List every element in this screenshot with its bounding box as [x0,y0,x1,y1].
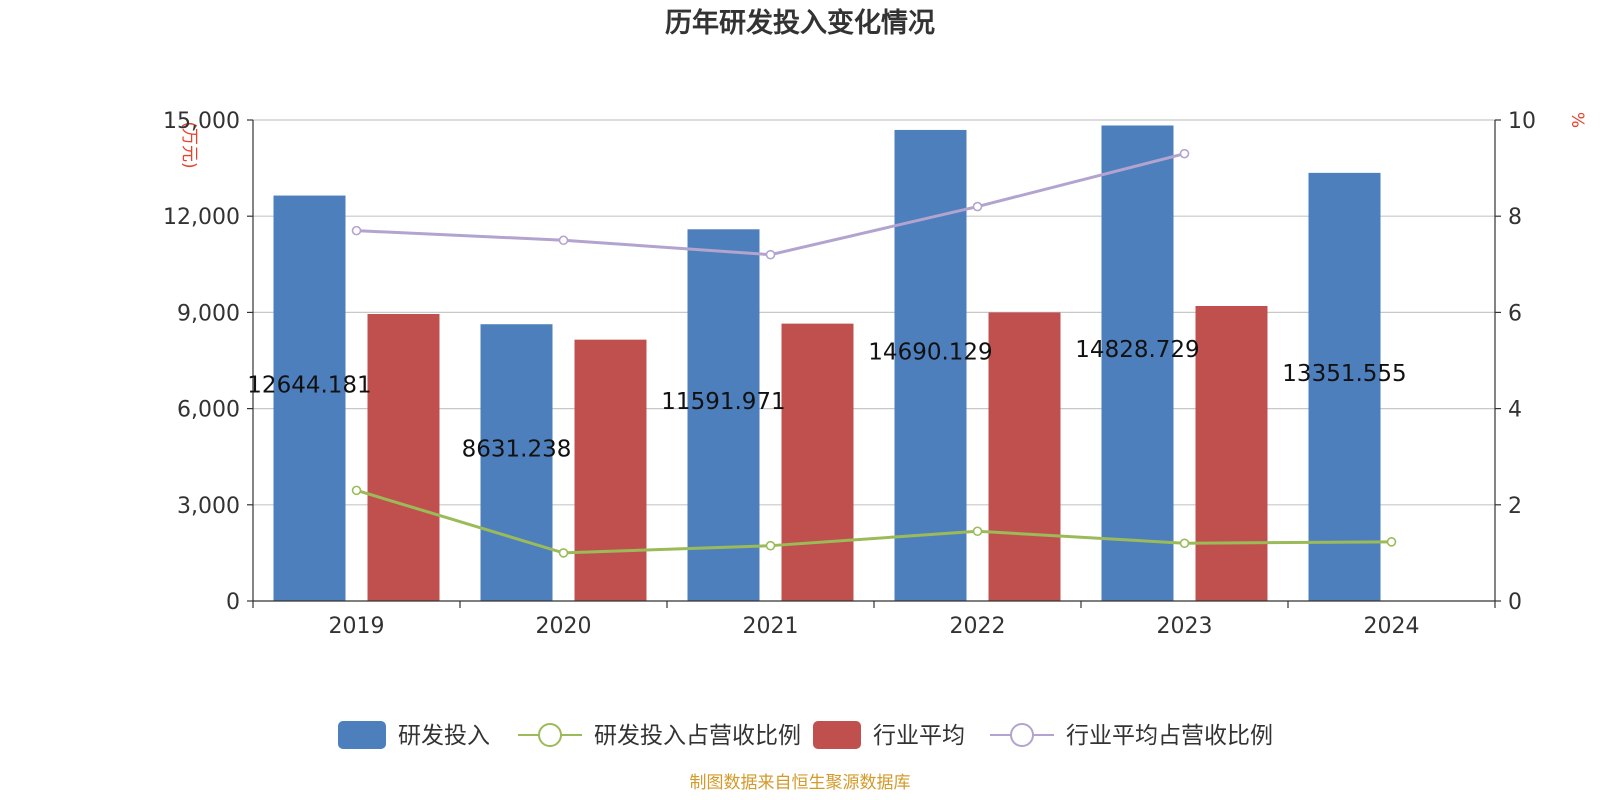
left-axis-tick-label: 9,000 [177,301,240,326]
right-axis-tick-label: 8 [1508,205,1522,230]
bars [273,125,1381,602]
bar-rd-investment [894,129,967,601]
right-axis-tick-label: 10 [1508,109,1536,134]
right-axis-tick-label: 6 [1508,301,1522,326]
legend-swatch [813,721,861,749]
x-axis-tick-label: 2021 [743,614,799,639]
right-axis-unit: % [1567,112,1587,128]
line-industry-ratio [356,152,1185,257]
right-axis-tick-label: 4 [1508,398,1522,423]
legend-swatch-marker [538,723,562,747]
bar-rd-investment [273,195,346,601]
line-point [1179,148,1190,159]
left-axis-tick-label: 15,000 [163,109,240,134]
x-axis-tick-label: 2024 [1364,614,1420,639]
bar-industry-average [988,312,1061,601]
bar-industry-average [781,323,854,601]
line-point [1179,538,1190,549]
line-point [558,235,569,246]
bar-industry-average [1195,305,1268,601]
legend-label: 研发投入占营收比例 [594,723,801,749]
x-axis-tick-label: 2019 [329,614,385,639]
bar-value-label: 12644.181 [247,372,371,398]
line-point [765,540,776,551]
left-axis-tick-label: 0 [226,590,240,615]
left-axis-tick-label: 12,000 [163,205,240,230]
bar-value-label: 13351.555 [1282,361,1406,387]
bar-value-label: 14828.729 [1075,337,1199,363]
line-rd-ratio [356,488,1392,555]
bar-rd-investment [480,324,553,601]
line-point [558,548,569,558]
data-labels: 12644.181 8631.238 11591.971 14690.129 14828… [247,337,1406,462]
line-point [972,526,983,537]
bar-rd-investment [1101,125,1174,601]
bar-industry-average [367,314,440,601]
left-axis-tick-label: 3,000 [177,494,240,519]
line-point [351,485,362,496]
bar-industry-average [574,339,647,601]
x-axis-tick-label: 2023 [1157,614,1213,639]
gridlines [253,119,1495,506]
legend-swatch-marker [1010,723,1034,747]
left-axis-tick-label: 6,000 [177,398,240,423]
x-axis-tick-label: 2020 [536,614,592,639]
bar-value-label: 8631.238 [462,437,572,463]
legend-label: 行业平均占营收比例 [1066,723,1273,749]
right-axis-tick-label: 0 [1508,590,1522,615]
left-axis-unit: (万元) [179,121,199,168]
bar-rd-investment [687,229,760,602]
bar-rd-investment [1308,172,1381,601]
lines [351,148,1397,558]
axes: 0 0 3,000 2 6,000 4 9,000 6 12,000 8 15,000 10 2019 2… [163,109,1536,639]
bar-value-label: 14690.129 [868,339,992,365]
legend-label: 行业平均 [873,723,965,749]
legend-swatch [338,721,386,749]
x-axis-tick-label: 2022 [950,614,1006,639]
source-note: 制图数据来自恒生聚源数据库 [690,773,911,793]
legend: 研发投入 研发投入占营收比例 行业平均 行业平均占营收比例 [338,721,1273,749]
legend-label: 研发投入 [398,723,490,749]
line-point [351,225,362,236]
line-point [1386,537,1397,547]
right-axis-tick-label: 2 [1508,494,1522,519]
line-point [972,201,983,212]
chart-title: 历年研发投入变化情况 [665,7,935,39]
bar-value-label: 11591.971 [661,389,785,415]
line-point [765,249,776,260]
